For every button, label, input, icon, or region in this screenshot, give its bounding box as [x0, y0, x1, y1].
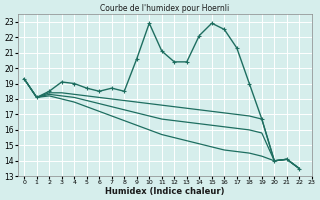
X-axis label: Humidex (Indice chaleur): Humidex (Indice chaleur): [105, 187, 225, 196]
Title: Courbe de l'humidex pour Hoernli: Courbe de l'humidex pour Hoernli: [100, 4, 229, 13]
